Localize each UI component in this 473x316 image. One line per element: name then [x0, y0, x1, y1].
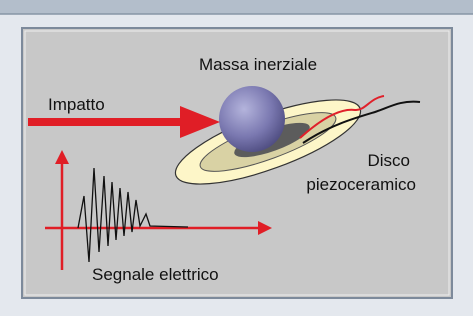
disc-label-2: piezoceramico: [306, 175, 416, 194]
impact-label: Impatto: [48, 95, 105, 114]
inertial-mass: [219, 86, 285, 152]
disc-label-1: Disco: [367, 151, 410, 170]
signal-label: Segnale elettrico: [92, 265, 219, 284]
mass-label: Massa inerziale: [199, 55, 317, 74]
page: {"labels": {"mass": "Massa inerziale", "…: [0, 0, 473, 316]
top-bar: [0, 0, 473, 14]
diagram: Massa inerziale Impatto Disco piezoceram…: [0, 0, 473, 316]
